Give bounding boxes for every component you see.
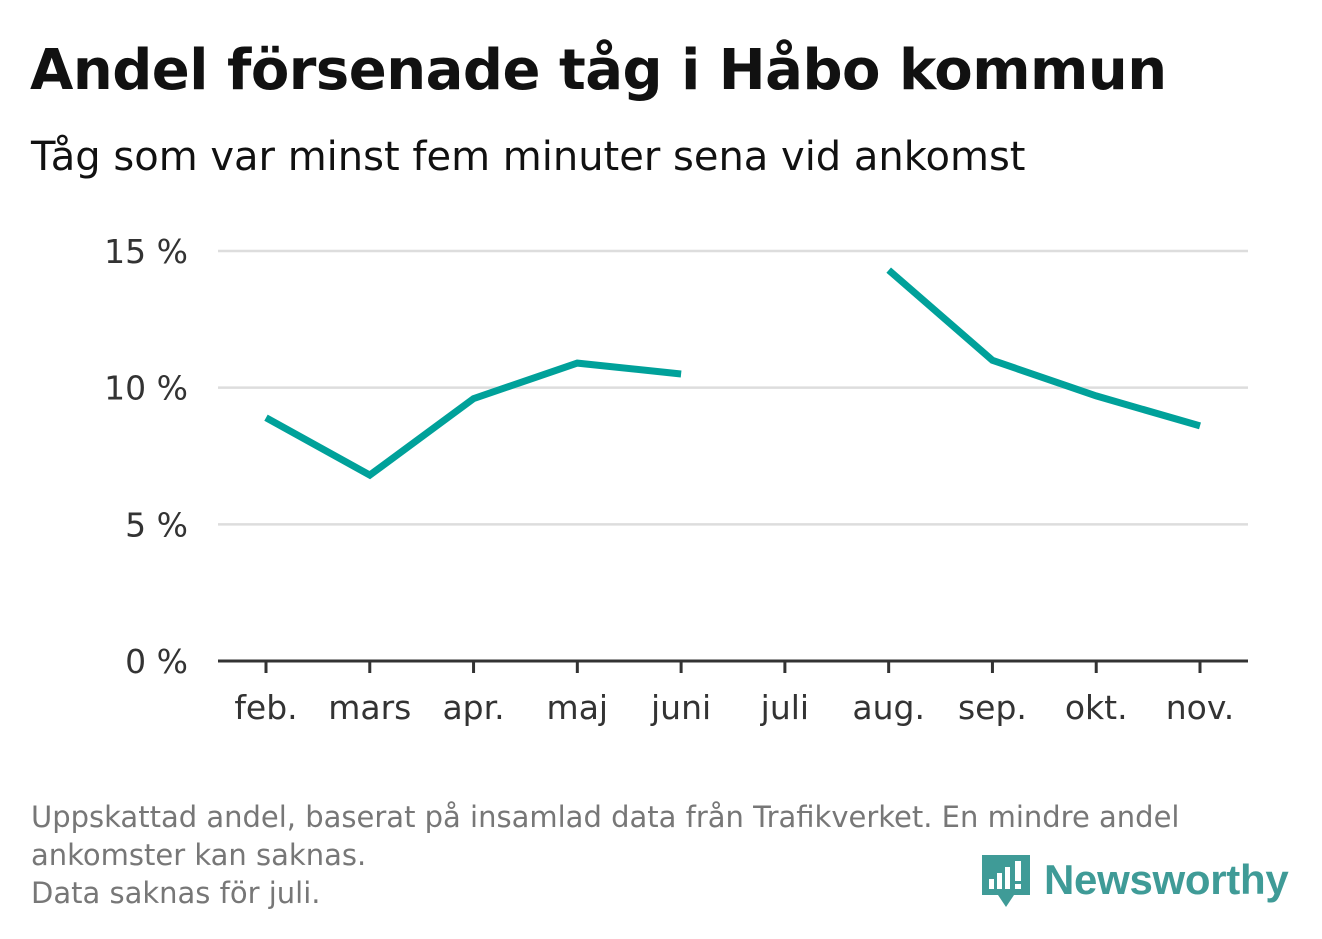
series-line-segment [264,359,682,480]
footer-note-line: ankomster kan saknas. [31,838,367,872]
x-tick-label: mars [328,688,411,727]
x-tick-label: maj [547,688,609,727]
y-tick-label: 10 % [104,369,188,408]
x-tick-label: okt. [1065,688,1128,727]
y-tick-label: 15 % [104,232,188,271]
x-axis-labels: feb. mars apr. maj juni juli aug. sep. okt. nov. [234,688,1234,727]
footer-note: Uppskattad andel, baserat på insamlad da… [31,798,1291,912]
series-line-segment [886,267,1201,430]
x-axis [218,659,1248,673]
newsworthy-logo-icon [982,855,1030,907]
footer-note-line: Uppskattad andel, baserat på insamlad da… [31,800,1180,834]
x-tick-label: juni [650,688,711,727]
x-tick-label: aug. [852,688,925,727]
line-chart: 0 % 5 % 10 % 15 % feb. mars apr. maj juni juli au… [104,232,1248,727]
data-series [264,267,1201,480]
chart-title: Andel försenade tåg i Håbo kommun [30,38,1167,103]
gridlines [218,249,1248,526]
brand-logo: Newsworthy [980,848,1289,912]
y-tick-label: 0 % [125,642,188,681]
x-tick-label: apr. [442,688,504,727]
x-tick-label: juli [760,688,809,727]
x-tick-label: sep. [958,688,1027,727]
x-tick-label: nov. [1166,688,1235,727]
y-axis-labels: 0 % 5 % 10 % 15 % [104,232,188,681]
x-tick-label: feb. [234,688,297,727]
footer-note-line: Data saknas för juli. [31,876,321,910]
brand-name: Newsworthy [1044,856,1289,903]
y-tick-label: 5 % [125,505,188,544]
chart-subtitle: Tåg som var minst fem minuter sena vid a… [31,134,1026,180]
